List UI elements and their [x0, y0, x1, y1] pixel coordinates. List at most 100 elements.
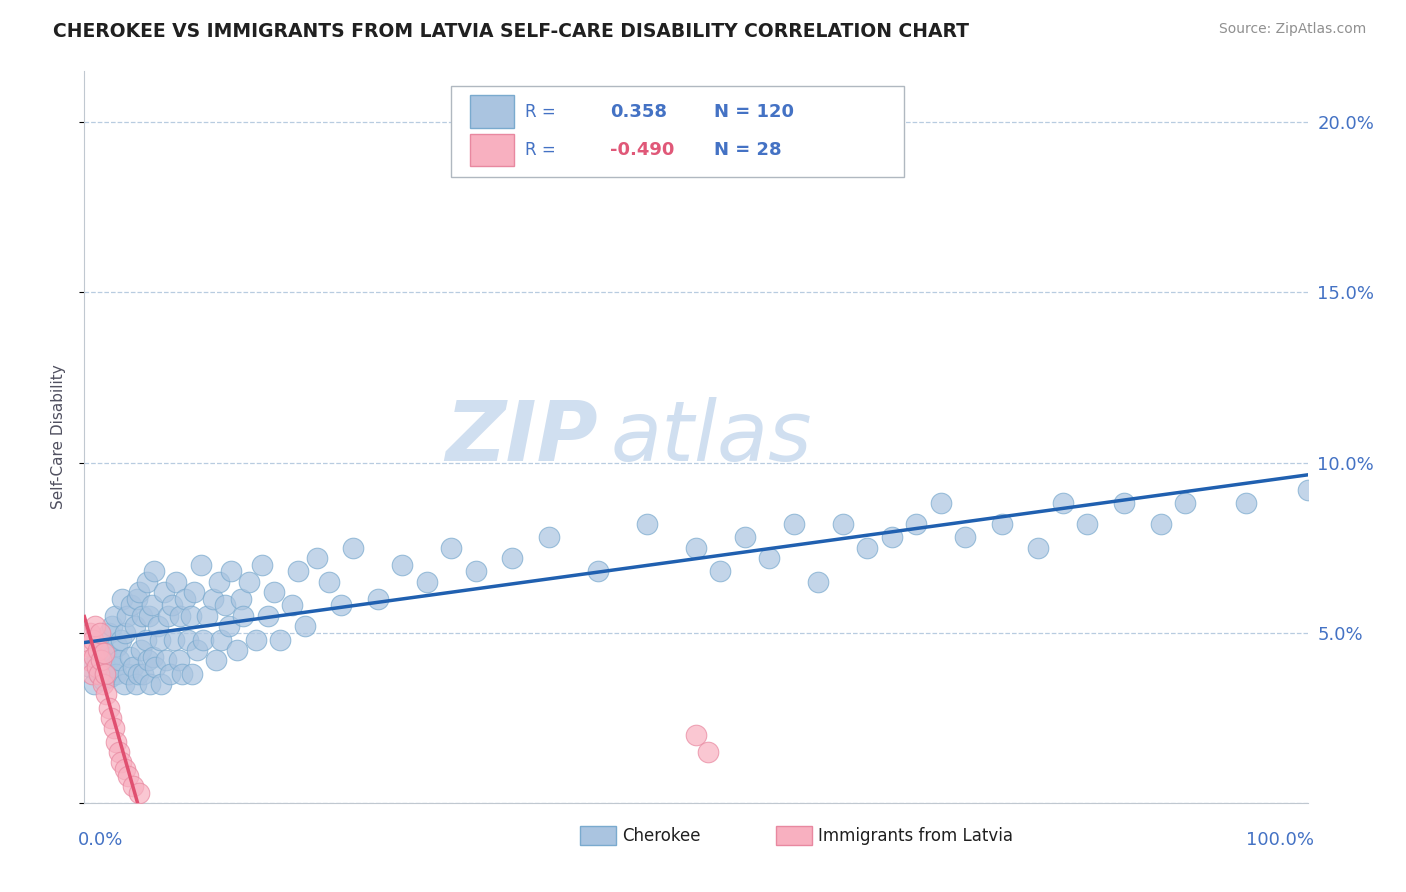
Point — [87, 666, 110, 681]
Point — [122, 779, 145, 793]
Point — [167, 653, 190, 667]
Point — [342, 541, 364, 555]
Point — [143, 659, 166, 673]
Point — [84, 619, 107, 633]
Point — [142, 649, 165, 664]
Point — [79, 659, 101, 673]
Point — [150, 677, 173, 691]
Point — [101, 619, 124, 633]
Point — [367, 591, 389, 606]
Point — [87, 642, 110, 657]
Point — [111, 591, 134, 606]
Point — [226, 642, 249, 657]
Point — [117, 768, 139, 782]
Point — [86, 659, 108, 673]
Point — [90, 653, 112, 667]
Point — [205, 653, 228, 667]
Point — [905, 516, 928, 531]
Point — [219, 565, 242, 579]
Point — [105, 734, 128, 748]
Point — [96, 687, 118, 701]
Point — [91, 632, 114, 647]
Point — [138, 608, 160, 623]
Point — [1114, 496, 1136, 510]
Point — [734, 531, 756, 545]
Point — [391, 558, 413, 572]
Point — [128, 585, 150, 599]
Point — [89, 642, 111, 657]
Point — [181, 666, 204, 681]
Point — [807, 574, 830, 589]
Point — [129, 642, 152, 657]
Point — [107, 653, 129, 667]
Point — [77, 653, 100, 667]
Point — [114, 762, 136, 776]
Point — [110, 755, 132, 769]
Point — [98, 670, 121, 684]
Point — [177, 632, 200, 647]
FancyBboxPatch shape — [451, 86, 904, 178]
Point — [201, 591, 224, 606]
Point — [77, 640, 100, 654]
FancyBboxPatch shape — [470, 95, 513, 128]
Text: atlas: atlas — [610, 397, 813, 477]
Point — [636, 516, 658, 531]
Point — [122, 659, 145, 673]
Point — [110, 632, 132, 647]
Point — [94, 666, 117, 681]
Point — [318, 574, 340, 589]
Point — [155, 653, 177, 667]
Point — [172, 666, 194, 681]
Point — [953, 531, 976, 545]
Point — [100, 649, 122, 664]
Point — [173, 591, 195, 606]
Point — [80, 666, 103, 681]
Point — [305, 550, 328, 565]
Point — [502, 550, 524, 565]
Point — [697, 745, 720, 759]
Y-axis label: Self-Care Disability: Self-Care Disability — [51, 365, 66, 509]
Point — [83, 649, 105, 664]
Point — [191, 632, 214, 647]
Point — [97, 625, 120, 640]
Point — [208, 574, 231, 589]
Text: R =: R = — [524, 103, 555, 120]
Point — [232, 608, 254, 623]
Point — [186, 642, 208, 657]
Point — [127, 666, 149, 681]
Point — [538, 531, 561, 545]
Point — [87, 666, 110, 681]
Point — [91, 677, 114, 691]
Point — [685, 541, 707, 555]
Point — [89, 625, 111, 640]
Point — [214, 599, 236, 613]
Point — [218, 619, 240, 633]
Point — [104, 608, 127, 623]
Point — [165, 574, 187, 589]
Point — [125, 677, 148, 691]
Point — [195, 608, 218, 623]
Point — [1028, 541, 1050, 555]
Point — [143, 565, 166, 579]
Point — [180, 608, 202, 623]
Point — [330, 599, 353, 613]
Point — [132, 666, 155, 681]
Text: ZIP: ZIP — [446, 397, 598, 477]
Point — [991, 516, 1014, 531]
Point — [149, 632, 172, 647]
Text: CHEROKEE VS IMMIGRANTS FROM LATVIA SELF-CARE DISABILITY CORRELATION CHART: CHEROKEE VS IMMIGRANTS FROM LATVIA SELF-… — [53, 22, 969, 41]
Text: Source: ZipAtlas.com: Source: ZipAtlas.com — [1219, 22, 1367, 37]
Point — [257, 608, 280, 623]
Point — [169, 608, 191, 623]
Point — [287, 565, 309, 579]
Point — [1052, 496, 1074, 510]
Point — [112, 677, 135, 691]
Text: Cherokee: Cherokee — [623, 828, 702, 846]
Point — [238, 574, 260, 589]
Point — [107, 745, 129, 759]
Point — [86, 653, 108, 667]
Point — [105, 640, 128, 654]
Point — [118, 649, 141, 664]
Point — [159, 666, 181, 681]
Point — [83, 677, 105, 691]
